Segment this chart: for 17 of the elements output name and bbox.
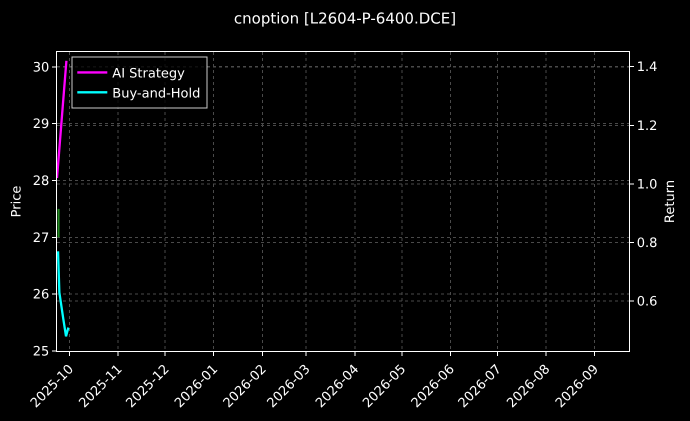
y-tick-label: 27	[32, 230, 50, 246]
y2-axis-title: Return	[662, 180, 678, 224]
line-series	[57, 250, 70, 338]
y2-tick-label: 1.2	[636, 118, 658, 134]
y-tick-label: 30	[32, 60, 50, 76]
y-tick-label: 25	[32, 344, 50, 360]
y-tick-label: 28	[32, 174, 50, 190]
y-tick-label: 29	[32, 117, 50, 132]
y2-tick-label: 1.0	[636, 177, 658, 192]
y2-tick-label: 1.4	[636, 60, 658, 76]
legend-label: AI Strategy	[112, 66, 186, 82]
chart-title: cnoption [L2604-P-6400.DCE]	[234, 9, 456, 28]
legend-label: Buy-and-Hold	[112, 86, 200, 102]
y2-tick-label: 0.6	[636, 294, 658, 310]
y-tick-label: 26	[32, 288, 50, 303]
y2-tick-label: 0.8	[636, 236, 658, 252]
y-axis-title: Price	[10, 186, 25, 218]
